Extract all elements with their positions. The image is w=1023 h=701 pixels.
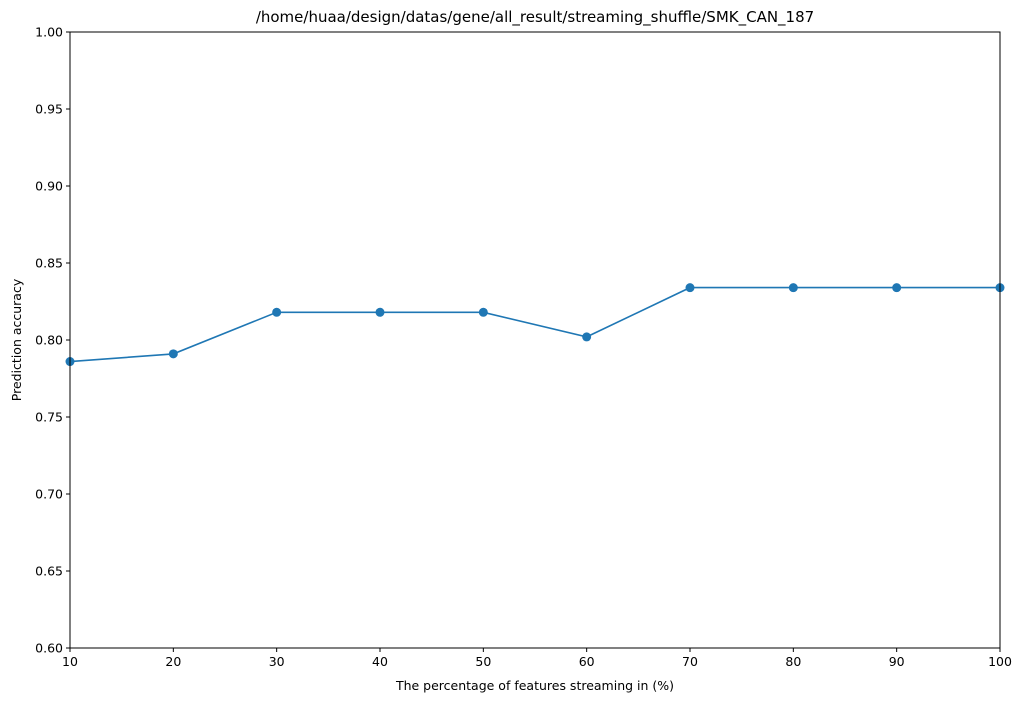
data-point [478, 307, 488, 317]
y-tick-label: 0.65 [35, 564, 63, 579]
data-point [582, 332, 592, 342]
ticks-layer: 10 20 30 40 50 60 70 80 90 100 0.60 0.65 0.70 0.75 0.8… [35, 25, 1012, 670]
plot-frame [69, 31, 1001, 649]
y-tick-label: 0.75 [35, 410, 63, 425]
x-tick-label: 80 [785, 654, 801, 669]
x-tick-label: 90 [889, 654, 905, 669]
data-point [168, 349, 178, 359]
data-point [788, 283, 798, 293]
x-tick-label: 40 [372, 654, 388, 669]
series-layer [65, 283, 1005, 367]
chart-title: /home/huaa/design/datas/gene/all_result/… [256, 8, 814, 27]
x-tick-label: 50 [475, 654, 491, 669]
x-tick-label: 100 [988, 654, 1012, 669]
data-point [272, 307, 282, 317]
y-tick-label: 1.00 [35, 25, 63, 40]
x-tick-label: 30 [269, 654, 285, 669]
x-tick-label: 10 [62, 654, 78, 669]
x-axis-label: The percentage of features streaming in … [395, 678, 674, 693]
y-tick-label: 0.80 [35, 333, 63, 348]
y-tick-label: 0.60 [35, 641, 63, 656]
y-tick-label: 0.70 [35, 487, 63, 502]
y-tick-label: 0.95 [35, 102, 63, 117]
y-axis-label: Prediction accuracy [9, 278, 24, 401]
x-tick-label: 60 [579, 654, 595, 669]
y-tick-label: 0.90 [35, 179, 63, 194]
x-tick-label: 70 [682, 654, 698, 669]
data-point [685, 283, 695, 293]
x-tick-label: 20 [165, 654, 181, 669]
data-point [892, 283, 902, 293]
series-line [69, 286, 1000, 363]
y-tick-label: 0.85 [35, 256, 63, 271]
data-point [375, 307, 385, 317]
